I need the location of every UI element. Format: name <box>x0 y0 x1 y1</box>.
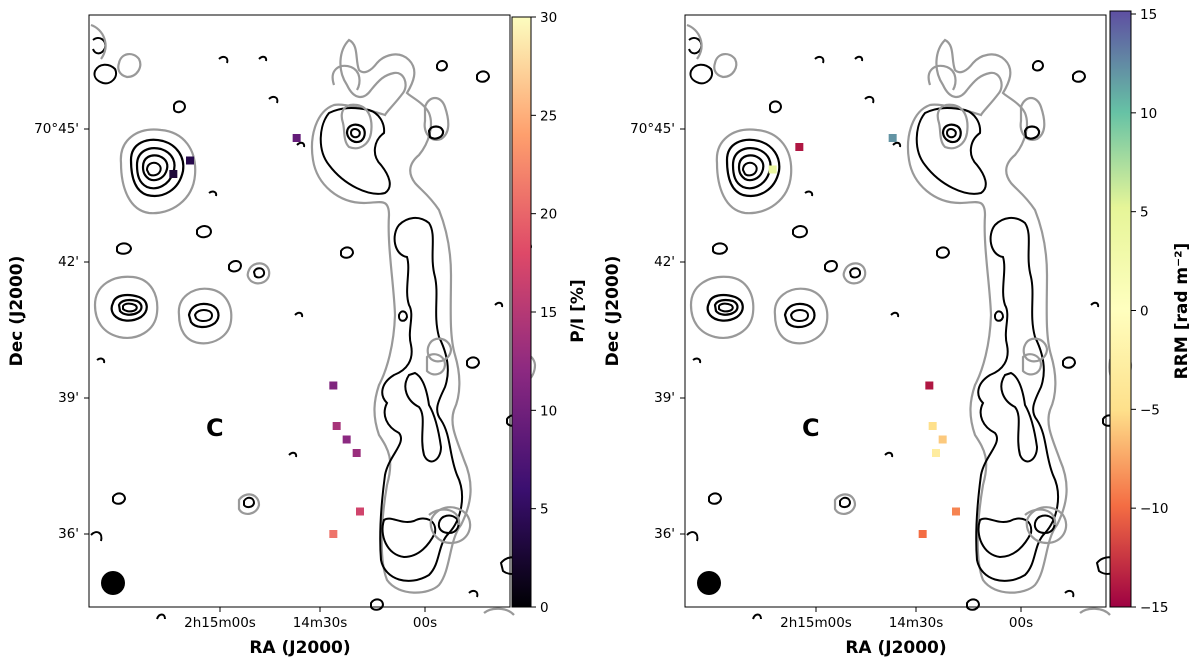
y-axis-title: Dec (J2000) <box>7 256 27 367</box>
pixel-value <box>292 134 301 142</box>
panel-residual-rotation-measure: C 70°45' 42' 39' 36' 2h15m00s 14m30s 00s… <box>603 7 1192 658</box>
y-tick-label: 70°45' <box>630 121 675 137</box>
x-tick-label: 14m30s <box>293 615 348 631</box>
x-axis-ticks <box>219 607 426 612</box>
colorbar-tick-label: 5 <box>1140 205 1149 221</box>
colorbar-tick-label: −10 <box>1140 501 1169 517</box>
x-tick-label: 2h15m00s <box>780 615 852 631</box>
pixel-value <box>932 449 940 457</box>
y-tick-label: 42' <box>654 254 675 270</box>
colorbar-ticks: −15 −10 −5 0 5 10 15 <box>1131 7 1169 616</box>
pixel-value <box>918 530 927 538</box>
colorbar-tick-label: 25 <box>540 108 557 124</box>
pixel-value <box>768 165 777 174</box>
y-tick-label: 36' <box>58 526 79 542</box>
x-axis-title: RA (J2000) <box>845 638 946 658</box>
region-label-c: C <box>206 414 224 442</box>
y-axis-title: Dec (J2000) <box>603 256 623 367</box>
x-axis-ticks <box>815 607 1022 612</box>
pixel-value <box>928 422 937 430</box>
pixel-value <box>329 381 338 390</box>
plot-frame <box>88 14 511 608</box>
pixel-value <box>925 381 934 390</box>
colorbar-tick-label: 10 <box>1140 106 1157 122</box>
colorbar-tick-label: 30 <box>540 10 557 26</box>
y-axis-ticks <box>680 128 685 535</box>
pixel-value <box>795 143 804 151</box>
x-tick-label: 00s <box>1009 615 1033 631</box>
x-tick-label: 00s <box>413 615 437 631</box>
y-tick-label: 42' <box>58 254 79 270</box>
y-tick-label: 39' <box>654 390 675 406</box>
plot-area <box>685 15 1106 607</box>
pixel-value <box>342 435 351 444</box>
pixel-value <box>938 435 947 444</box>
beam-marker <box>697 571 721 595</box>
pixel-value <box>356 507 364 516</box>
panel-polarization-fraction: C 70°45' 42' 39' 36' 2h15m00s 14m30s 00s… <box>7 10 588 658</box>
pixel-value <box>888 134 897 142</box>
colorbar <box>1109 10 1132 608</box>
pixel-value <box>329 530 338 538</box>
colorbar-tick-label: 10 <box>540 403 557 419</box>
x-tick-label: 2h15m00s <box>184 615 256 631</box>
colorbar-tick-label: 20 <box>540 207 557 223</box>
pixel-value <box>352 449 361 457</box>
colorbar-title: P/I [%] <box>568 279 588 342</box>
colorbar-tick-label: 5 <box>540 502 549 518</box>
colorbar-tick-label: 0 <box>540 600 549 616</box>
y-tick-label: 39' <box>58 390 79 406</box>
colorbar-tick-label: −5 <box>1140 402 1160 418</box>
colorbar <box>511 16 532 608</box>
x-tick-label: 14m30s <box>889 615 944 631</box>
y-axis-ticks <box>84 128 89 535</box>
pixel-value <box>332 422 341 430</box>
colorbar-ticks: 0 5 10 15 20 25 30 <box>531 10 557 616</box>
x-axis-title: RA (J2000) <box>249 638 350 658</box>
pixel-value <box>169 170 178 178</box>
rrm-pixels <box>768 134 960 538</box>
colorbar-title: RRM [rad m⁻²] <box>1172 243 1192 380</box>
plot-area <box>89 15 510 607</box>
colorbar-tick-label: 0 <box>1140 304 1149 320</box>
colorbar-tick-label: 15 <box>1140 7 1157 23</box>
polarization-pixels <box>169 134 364 538</box>
y-tick-label: 70°45' <box>34 121 79 137</box>
plot-frame <box>684 14 1107 608</box>
region-label-c: C <box>802 414 820 442</box>
pixel-value <box>186 156 194 165</box>
colorbar-tick-label: −15 <box>1140 600 1169 616</box>
colorbar-tick-label: 15 <box>540 305 557 321</box>
y-tick-label: 36' <box>654 526 675 542</box>
beam-marker <box>101 571 125 595</box>
pixel-value <box>952 507 960 516</box>
